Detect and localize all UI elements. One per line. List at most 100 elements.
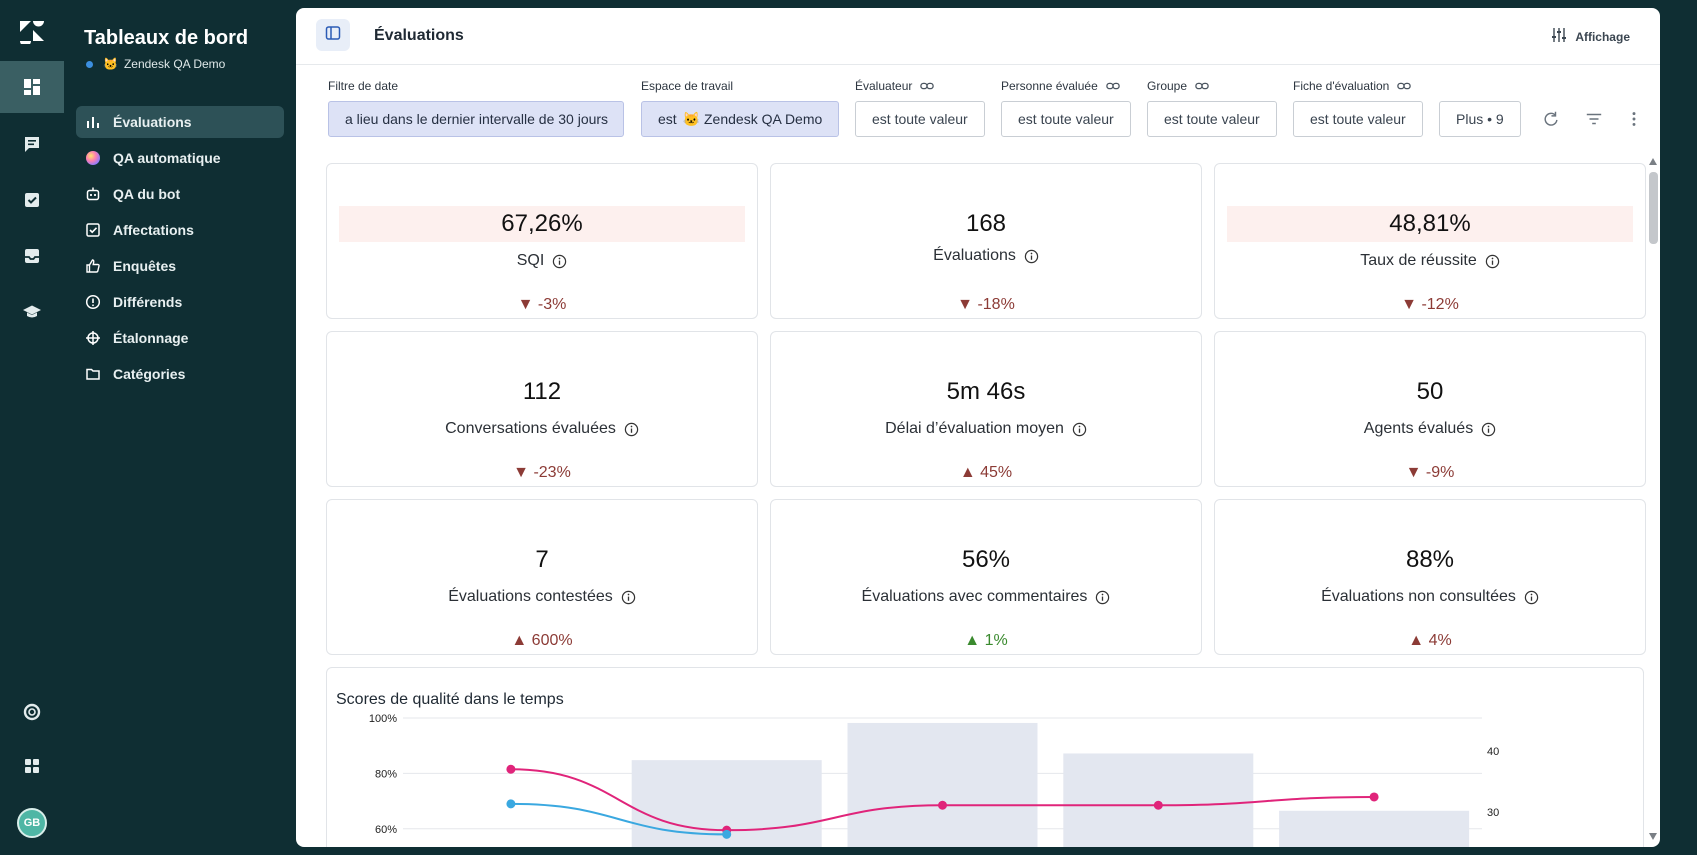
reviewee-filter-value[interactable]: est toute valeur [1001,101,1131,137]
sidebar-item-categories[interactable]: Catégories [76,358,284,390]
kpi-card-unseen-reviews[interactable]: 88% Évaluations non consultées ▲ 4% [1214,499,1646,655]
sidebar-item-bot-qa[interactable]: QA du bot [76,178,284,210]
scorecard-filter: Fiche d'évaluation est toute valeur [1293,78,1423,137]
group-filter-value[interactable]: est toute valeur [1147,101,1277,137]
scorecard-filter-label: Fiche d'évaluation [1293,78,1423,94]
tasks-icon[interactable] [0,174,64,226]
workspace-name: Zendesk QA Demo [123,57,226,71]
sidebar-item-surveys[interactable]: Enquêtes [76,250,284,282]
kpi-delta: ▼ -23% [513,464,571,481]
kpi-card-pass-rate[interactable]: 48,81% Taux de réussite ▼ -12% [1214,163,1646,319]
group-filter: Groupe est toute valeur [1147,78,1277,137]
scroll-down-icon[interactable] [1649,833,1657,840]
kpi-card-conversations-reviewed[interactable]: 112 Conversations évaluées ▼ -23% [326,331,758,487]
kpi-label-text: Agents évalués [1363,420,1474,437]
apps-icon[interactable] [0,740,64,792]
info-icon[interactable] [552,254,567,269]
kpi-label: Délai d’évaluation moyen [771,420,1201,438]
sidebar-item-label: QA du bot [113,186,181,202]
info-icon[interactable] [621,590,636,605]
zendesk-logo-icon[interactable] [17,18,47,47]
info-icon[interactable] [1485,254,1500,269]
chart-point [722,829,732,839]
scrollbar[interactable] [1646,156,1660,846]
workspace-filter-prefix: est [658,111,677,127]
display-button[interactable]: Affichage [1551,27,1630,46]
workspace-filter-label: Espace de travail [641,79,734,93]
kpi-label-text: Évaluations contestées [448,588,613,605]
dashboard-icon[interactable] [0,61,64,113]
sidebar-item-calibration[interactable]: Étalonnage [76,322,284,354]
info-icon[interactable] [1524,590,1539,605]
quality-scores-chart-card: Scores de qualité dans le temps 100% 80% 6… [326,667,1644,847]
y-axis-tick-label: 100% [369,713,397,725]
inbox-icon[interactable] [0,230,64,282]
kpi-card-avg-review-time[interactable]: 5m 46s Délai d’évaluation moyen ▲ 45% [770,331,1202,487]
sidebar-item-evaluations[interactable]: Évaluations [76,106,284,138]
link-icon[interactable] [1195,79,1209,93]
main-panel: Évaluations Affichage Filtre de date a l… [296,8,1660,847]
sidebar-item-disputes[interactable]: Différends [76,286,284,318]
reviewee-filter-label-text: Personne évaluée [1001,79,1098,93]
sliders-icon [1551,27,1567,46]
conversations-icon[interactable] [0,118,64,170]
reviewer-filter-value[interactable]: est toute valeur [855,101,985,137]
link-icon[interactable] [920,79,935,93]
kpi-value: 7 [535,546,549,573]
kpi-card-sqi[interactable]: 67,26% SQI ▼ -3% [326,163,758,319]
date-filter-value[interactable]: a lieu dans le dernier intervalle de 30 … [328,101,624,137]
graduation-cap-icon[interactable] [0,286,64,338]
workspace-filter-value[interactable]: est 🐱 Zendesk QA Demo [641,101,839,137]
scroll-up-icon[interactable] [1649,158,1657,165]
kpi-label: Taux de réussite [1215,252,1645,270]
kpi-card-disputed-reviews[interactable]: 7 Évaluations contestées ▲ 600% [326,499,758,655]
kpi-label-text: SQI [516,252,545,269]
kpi-label-text: Taux de réussite [1360,252,1477,269]
chart-bar [1063,753,1254,847]
info-icon[interactable] [624,422,639,437]
kpi-label: Évaluations avec commentaires [771,588,1201,606]
robot-icon [85,186,101,202]
info-icon[interactable] [1481,422,1496,437]
chart-title: Scores de qualité dans le temps [336,691,564,708]
kpi-delta: ▼ -9% [1405,464,1455,481]
workspace-filter: Espace de travail est 🐱 Zendesk QA Demo [641,78,839,137]
kpi-value: 88% [1405,546,1455,573]
sidebar: Tableaux de bord 🐱 Zendesk QA Demo Évalu… [64,0,296,855]
kpi-label-text: Évaluations [933,247,1016,264]
info-icon[interactable] [1095,590,1110,605]
page-title: Évaluations [374,27,464,44]
kpi-delta: ▼ -12% [1401,296,1459,313]
info-icon[interactable] [1024,249,1039,264]
folder-icon [85,366,101,382]
date-filter-label: Filtre de date [328,79,399,93]
avatar[interactable]: GB [17,808,47,838]
y-right-axis-tick-label: 40 [1487,746,1499,758]
more-options-icon[interactable] [1624,109,1644,129]
chart-point [938,800,947,810]
kpi-card-reviews[interactable]: 168 Évaluations ▼ -18% [770,163,1202,319]
workspace-emoji: 🐱 [103,57,118,71]
filter-icon[interactable] [1584,109,1604,129]
help-icon[interactable] [0,686,64,738]
kpi-card-agents-reviewed[interactable]: 50 Agents évalués ▼ -9% [1214,331,1646,487]
workspace-indicator[interactable]: 🐱 Zendesk QA Demo [86,57,225,71]
refresh-icon[interactable] [1541,109,1561,129]
scorecard-filter-label-text: Fiche d'évaluation [1293,79,1390,93]
kpi-delta: ▲ 1% [964,632,1008,649]
info-icon[interactable] [1072,422,1087,437]
chart-series-line [510,802,727,836]
sidebar-item-assignments[interactable]: Affectations [76,214,284,246]
kpi-card-reviews-with-comments[interactable]: 56% Évaluations avec commentaires ▲ 1% [770,499,1202,655]
date-filter: Filtre de date a lieu dans le dernier in… [328,78,624,137]
chart-bar [1279,810,1470,847]
scorecard-filter-value[interactable]: est toute valeur [1293,101,1423,137]
link-icon[interactable] [1397,79,1412,93]
more-filters-button[interactable]: Plus • 9 [1439,101,1521,137]
scroll-thumb[interactable] [1649,172,1658,244]
sidebar-item-auto-qa[interactable]: QA automatique [76,142,284,174]
link-icon[interactable] [1105,79,1120,93]
sidebar-item-label: Différends [113,294,183,310]
filter-bar: Filtre de date a lieu dans le dernier in… [328,78,1648,148]
toggle-sidebar-button[interactable] [316,19,350,51]
